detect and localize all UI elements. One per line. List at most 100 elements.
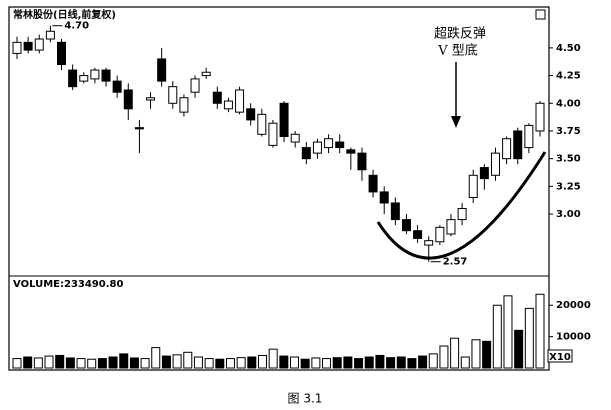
- volume-bar: [279, 355, 289, 369]
- y-tick-label: 4.25: [556, 71, 581, 82]
- volume-bar: [386, 357, 396, 369]
- y-tick-label: 3.00: [556, 209, 581, 220]
- y-tick-label: 20000: [556, 300, 591, 311]
- candle-body: [390, 202, 400, 221]
- volume-bar: [119, 353, 129, 369]
- callout-text: 超跌反弹: [434, 26, 486, 42]
- volume-bar: [428, 353, 438, 369]
- callout-text: V 型底: [437, 43, 478, 59]
- candle-body: [368, 174, 378, 193]
- volume-bar: [482, 340, 492, 369]
- candle-body: [535, 102, 545, 132]
- frame: [8, 6, 550, 371]
- candle-body: [157, 58, 167, 82]
- volume-bar: [151, 347, 161, 369]
- volume-label: VOLUME:233490.80: [13, 279, 123, 290]
- marker-label: 2.57: [443, 257, 468, 268]
- volume-bar: [55, 354, 65, 369]
- candle-body: [312, 141, 322, 154]
- candle-body: [401, 219, 411, 232]
- volume-bar: [204, 358, 214, 369]
- volume-bar: [23, 356, 33, 369]
- volume-bar: [450, 337, 460, 369]
- volume-bar: [76, 358, 86, 369]
- volume-bar: [44, 355, 54, 369]
- volume-bar: [418, 355, 428, 369]
- candle-body: [201, 71, 211, 77]
- volume-bar: [524, 307, 534, 369]
- volume-bar: [140, 358, 150, 369]
- candle-body: [68, 69, 78, 88]
- y-tick-label: 3.25: [556, 181, 581, 192]
- volume-bar: [439, 345, 449, 369]
- candle-body: [212, 91, 222, 104]
- volume-bar: [396, 356, 406, 369]
- candle-body: [301, 147, 311, 160]
- candle-body: [57, 41, 67, 66]
- candle-body: [134, 127, 144, 130]
- candle-body: [435, 226, 445, 243]
- candle-body: [12, 41, 22, 54]
- candle-body: [524, 124, 534, 149]
- candle-body: [279, 102, 289, 138]
- candle-body: [290, 133, 300, 143]
- candle-body: [34, 38, 44, 51]
- candle-body: [468, 174, 478, 198]
- marker-label: 4.70: [64, 21, 89, 32]
- y-tick-label: 3.50: [556, 154, 581, 165]
- candle-body: [379, 191, 389, 204]
- y-tick-label: 4.50: [556, 43, 581, 54]
- volume-bar: [492, 304, 502, 369]
- volume-bar: [268, 348, 278, 369]
- volume-bar: [503, 295, 513, 369]
- volume-bar: [193, 356, 203, 369]
- candle-body: [246, 108, 256, 121]
- unit-box: [547, 349, 573, 363]
- window-icon: [535, 9, 546, 20]
- candle-body: [513, 130, 523, 160]
- volume-bar: [87, 358, 97, 369]
- volume-bar: [257, 354, 267, 369]
- volume-bar: [311, 357, 321, 369]
- candle-body: [123, 89, 133, 110]
- volume-bar: [375, 354, 385, 369]
- v-curve: [376, 151, 547, 260]
- volume-bar: [290, 356, 300, 369]
- volume-bar: [514, 329, 524, 369]
- candle-body: [235, 89, 245, 113]
- volume-bar: [172, 354, 182, 369]
- candle-body: [112, 80, 122, 93]
- volume-bar: [108, 356, 118, 369]
- candle-body: [479, 167, 489, 180]
- candle-body: [490, 152, 500, 176]
- volume-bar: [354, 358, 364, 369]
- candle-body: [23, 41, 33, 51]
- candle-body: [257, 113, 267, 135]
- volume-bar: [97, 358, 107, 369]
- volume-bar: [236, 357, 246, 369]
- volume-bar: [183, 351, 193, 369]
- caption: 图 3.1: [288, 392, 323, 406]
- volume-bar: [33, 357, 43, 369]
- volume-bar: [332, 357, 342, 369]
- y-tick-label: 3.75: [556, 126, 581, 137]
- candle-body: [146, 97, 156, 101]
- volume-bar: [535, 293, 545, 369]
- volume-unit: X10: [549, 352, 571, 363]
- volume-bar: [322, 358, 332, 369]
- volume-bar: [300, 358, 310, 369]
- volume-bar: [129, 357, 139, 369]
- volume-bar: [407, 358, 417, 369]
- volume-bar: [247, 356, 257, 369]
- volume-bar: [225, 358, 235, 369]
- candle-body: [502, 138, 512, 160]
- candle-body: [413, 230, 423, 239]
- candle-body: [179, 97, 189, 113]
- y-tick-label: 10000: [556, 332, 591, 343]
- volume-bar: [161, 355, 171, 369]
- candle-body: [101, 69, 111, 82]
- volume-bar: [343, 356, 353, 369]
- candle-body: [324, 138, 334, 149]
- candle-body: [357, 152, 367, 171]
